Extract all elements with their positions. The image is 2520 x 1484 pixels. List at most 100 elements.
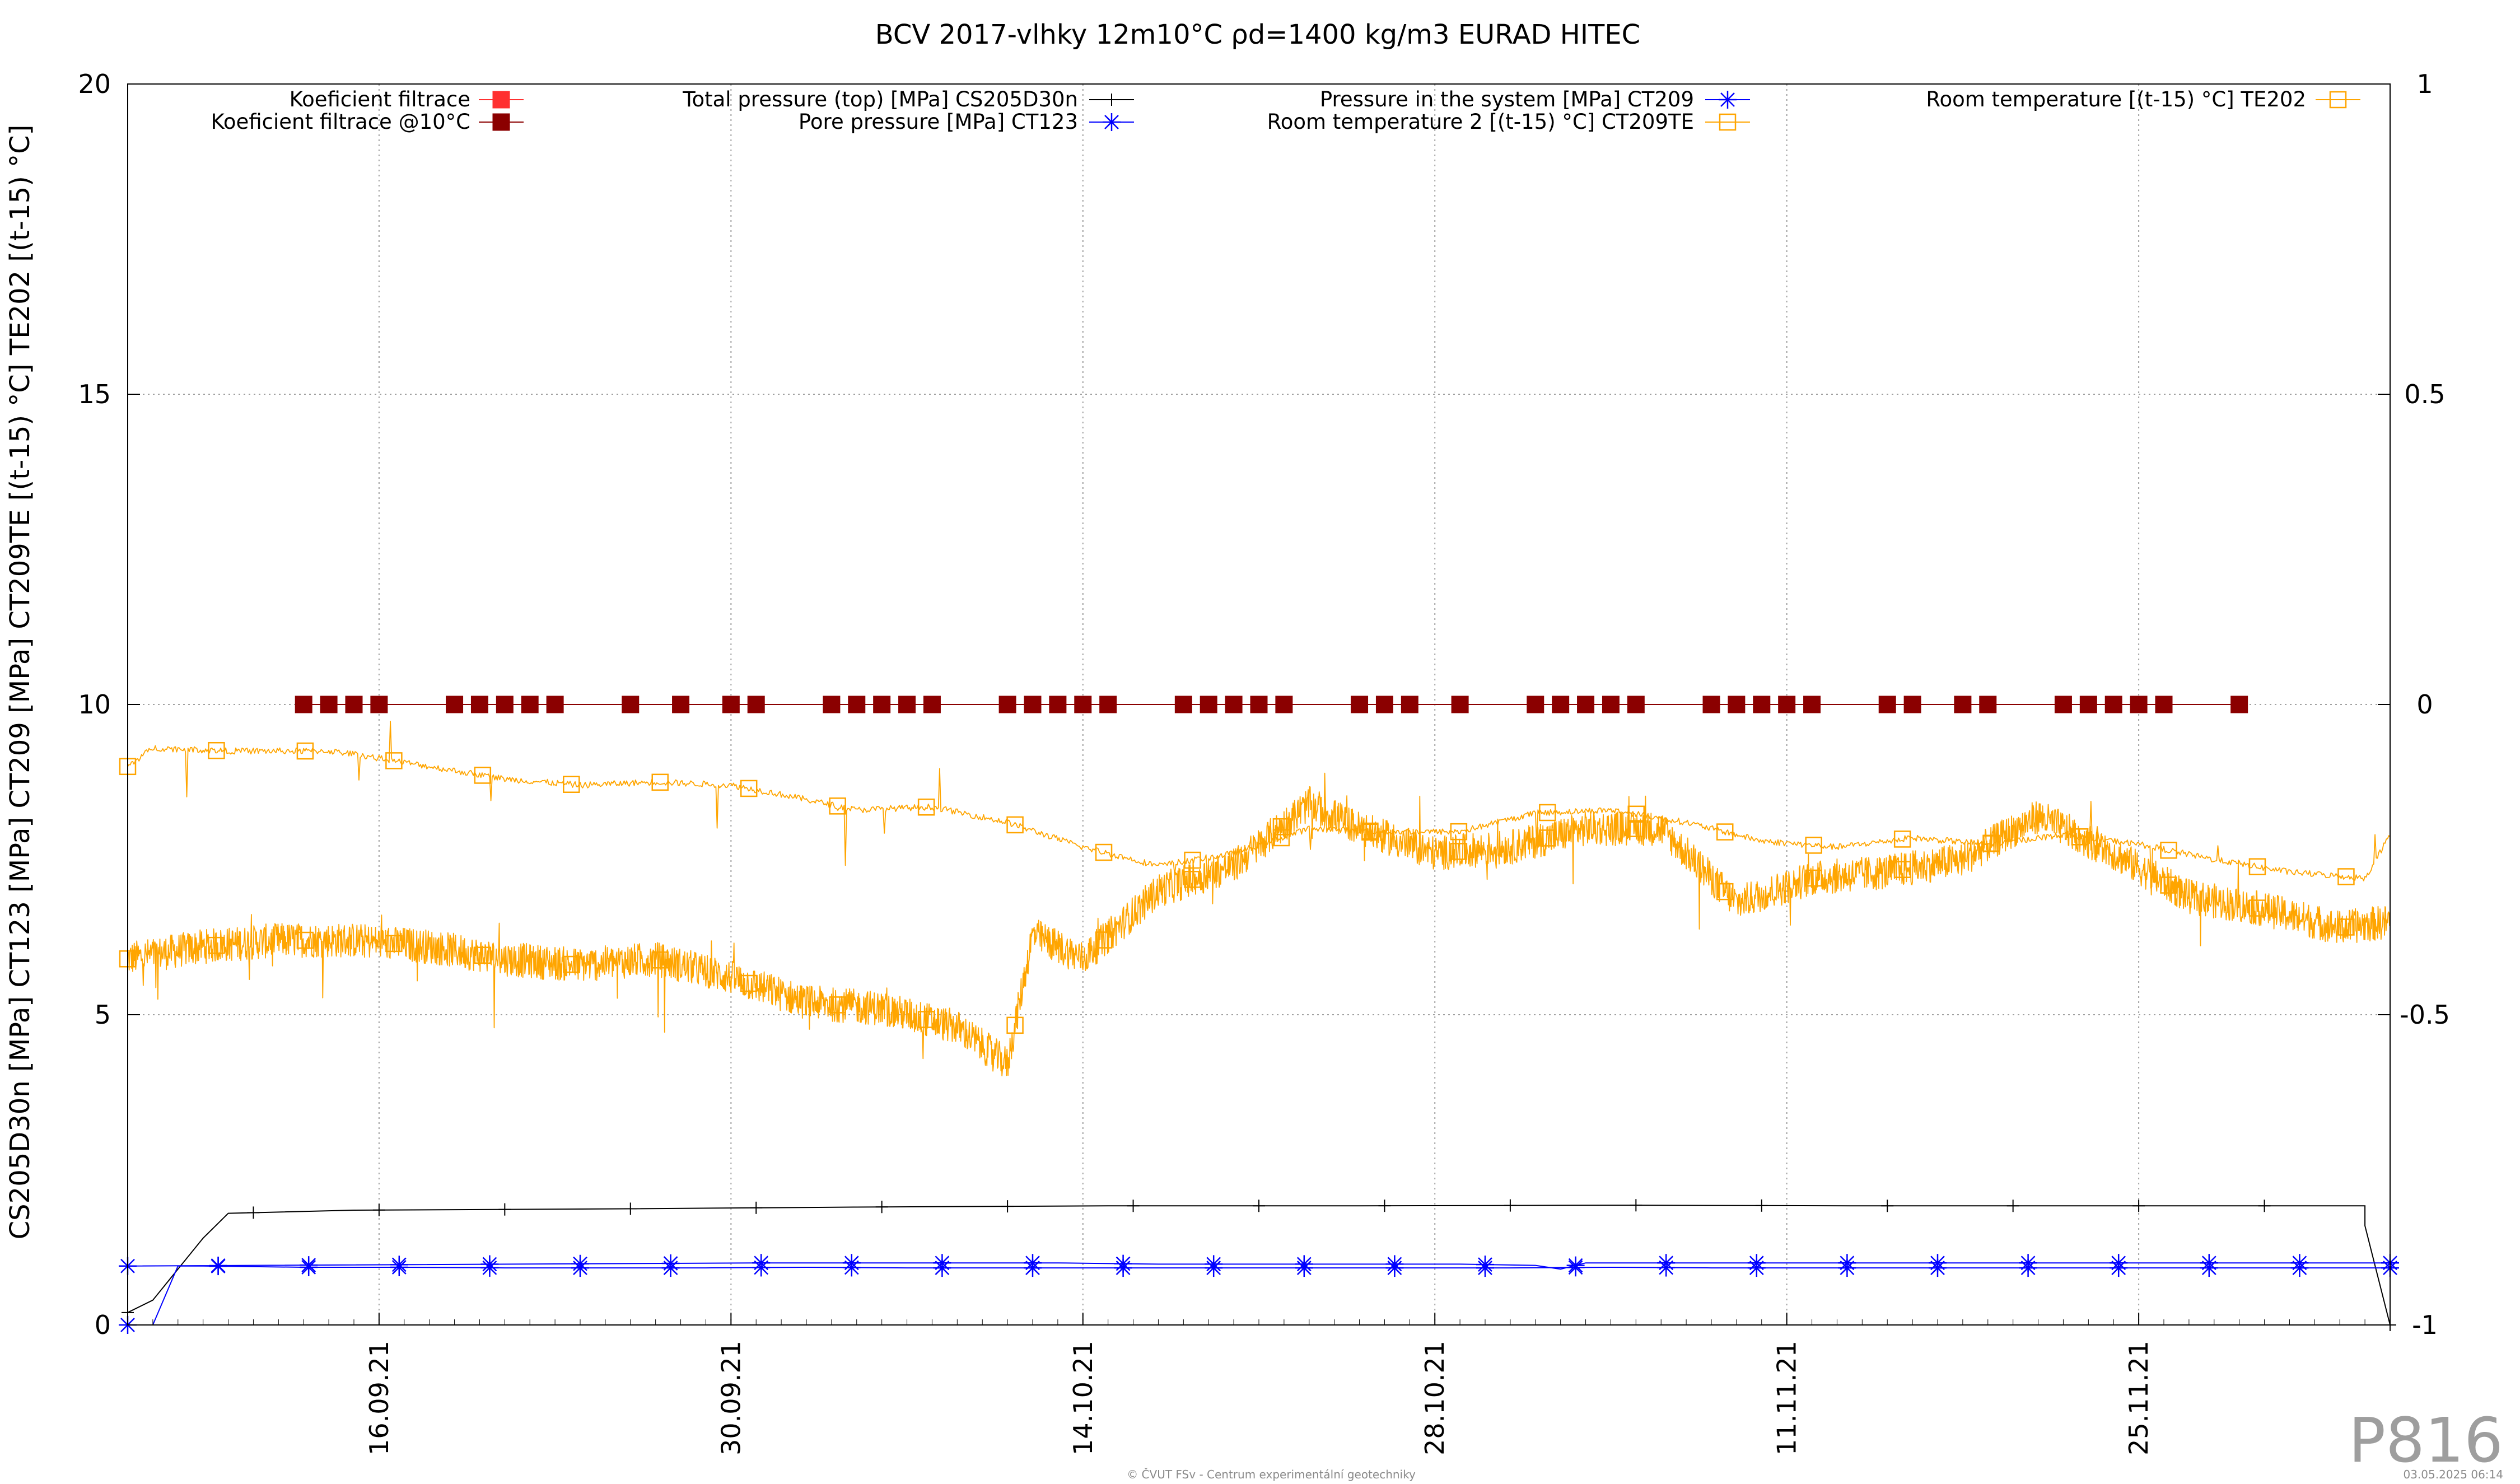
series-kf10-marker (1702, 696, 1720, 713)
series-te202-marker (1893, 830, 1911, 848)
legend-label: Total pressure (top) [MPa] CS205D30n (682, 87, 1078, 111)
series-te202-marker (208, 741, 225, 759)
legend-item: Koeficient filtrace @10°C (211, 110, 524, 134)
series-te202-marker (1805, 837, 1822, 854)
series-te202-marker (1982, 835, 2000, 852)
series-kf10-marker (295, 696, 312, 713)
series-kf10-marker (873, 696, 891, 713)
series-cs205d30n-marker (1001, 1200, 1014, 1213)
series-te202-marker (1450, 823, 1468, 841)
series-ct209te-marker (1805, 869, 1822, 887)
series-ct209te-marker (1893, 861, 1911, 878)
legend-label: Koeficient filtrace @10°C (211, 110, 471, 134)
series-ct209te-marker (917, 1011, 935, 1028)
series-kf10-marker (2054, 696, 2072, 713)
series-ct209te-marker (563, 955, 580, 973)
series-ct209te-marker (1095, 931, 1113, 949)
legend-marker (492, 91, 510, 109)
series-kf10-marker (521, 696, 539, 713)
series-ct209-marker (2019, 1254, 2037, 1272)
series-ct209te-marker (651, 951, 669, 969)
legend-item: Pressure in the system [MPa] CT209 (1320, 87, 1750, 111)
x-tick-label: 14.10.21 (1068, 1341, 1098, 1455)
x-tick-label: 28.10.21 (1420, 1341, 1450, 1455)
series-kf10-marker (1954, 696, 1972, 713)
series-kf10-marker (1753, 696, 1771, 713)
series-kf10-marker (923, 696, 941, 713)
marker-layer (119, 696, 2399, 1334)
legend-label: Pore pressure [MPa] CT123 (799, 110, 1078, 134)
legend-label: Room temperature [(t-15) °C] TE202 (1926, 87, 2306, 111)
series-ct209-marker (1385, 1255, 1404, 1273)
series-kf10-marker (672, 696, 690, 713)
series-te202-marker (2160, 842, 2177, 859)
series-ct209te-marker (296, 931, 314, 949)
series-ct209te-marker (1627, 820, 1645, 837)
legend-marker (492, 113, 510, 131)
series-ct209-marker (752, 1254, 771, 1272)
series-ct209te-marker (2160, 876, 2177, 894)
series-kf10-marker (1024, 696, 1042, 713)
y2-tick-label: 0.5 (2404, 379, 2445, 409)
series-te202-line (127, 721, 2391, 895)
series-kf10-marker (1803, 696, 1821, 713)
y-tick-label: 5 (95, 1000, 111, 1030)
series-ct209-marker (1566, 1256, 1585, 1275)
series-ct209te-marker (1184, 871, 1201, 888)
y-tick-label: 15 (78, 379, 111, 409)
series-kf10-marker (1275, 696, 1293, 713)
series-kf10-marker (1979, 696, 1997, 713)
series-cs205d30n-marker (372, 1203, 385, 1216)
series-kf10-marker (2079, 696, 2097, 713)
series-kf10-marker (1250, 696, 1268, 713)
series-ct209-marker (1295, 1255, 1313, 1273)
series-kf10-marker (1451, 696, 1469, 713)
series-te202-marker (1184, 851, 1201, 869)
series-kf10-marker (1577, 696, 1595, 713)
series-ct209-marker (1929, 1254, 1947, 1272)
x-tick-label: 25.11.21 (2124, 1341, 2154, 1455)
series-cs205d30n-marker (247, 1206, 260, 1219)
series-te202-marker (563, 776, 580, 793)
series-ct209-marker (933, 1254, 951, 1272)
series-ct209-marker (300, 1256, 318, 1275)
series-kf10-marker (1401, 696, 1418, 713)
series-te202-marker (296, 742, 314, 760)
series-cs205d30n-marker (1127, 1200, 1140, 1212)
series-kf10-marker (1225, 696, 1243, 713)
series-kf10-marker (848, 696, 866, 713)
y2-tick-label: -0.5 (2400, 1000, 2450, 1030)
series-kf10-marker (1351, 696, 1369, 713)
series-ct209-marker (390, 1256, 408, 1274)
y2-tick-label: 1 (2416, 69, 2433, 99)
series-ct209-marker (1476, 1256, 1494, 1274)
series-ct209-marker (2200, 1254, 2218, 1272)
series-te202-marker (2337, 868, 2355, 885)
series-kf10-marker (320, 696, 338, 713)
series-cs205d30n-marker (2258, 1200, 2271, 1212)
series-cs205d30n-marker (1378, 1200, 1391, 1212)
y-axis-title: CS205D30n [MPa] CT123 [MPa] CT209 [MPa] … (4, 125, 36, 1240)
series-cs205d30n-marker (1881, 1200, 1894, 1212)
legend-item: Room temperature [(t-15) °C] TE202 (1926, 87, 2360, 111)
series-te202-marker (1006, 816, 1024, 834)
series-te202-marker (1272, 829, 1290, 847)
legend-item: Total pressure (top) [MPa] CS205D30n (682, 87, 1134, 111)
series-kf10-marker (1552, 696, 1570, 713)
watermark: P816 (2349, 1404, 2503, 1476)
series-cs205d30n-marker (498, 1203, 511, 1216)
x-tick-label: 16.09.21 (364, 1341, 394, 1455)
series-cs205d30n-marker (2006, 1200, 2019, 1212)
series-kf10-marker (2155, 696, 2173, 713)
x-tick-label: 30.09.21 (716, 1341, 746, 1455)
series-kf10-marker (1878, 696, 1896, 713)
series-cs205d30n-marker (1253, 1200, 1265, 1212)
series-te202-marker (385, 752, 403, 769)
series-ct209-line (127, 1262, 2390, 1270)
series-te202-marker (1539, 804, 1556, 822)
series-te202-marker (917, 798, 935, 816)
chart-title: BCV 2017-vlhky 12m10°C ρd=1400 kg/m3 EUR… (875, 19, 1640, 50)
series-ct209te-marker (1539, 829, 1556, 847)
y-tick-label: 0 (95, 1310, 111, 1340)
